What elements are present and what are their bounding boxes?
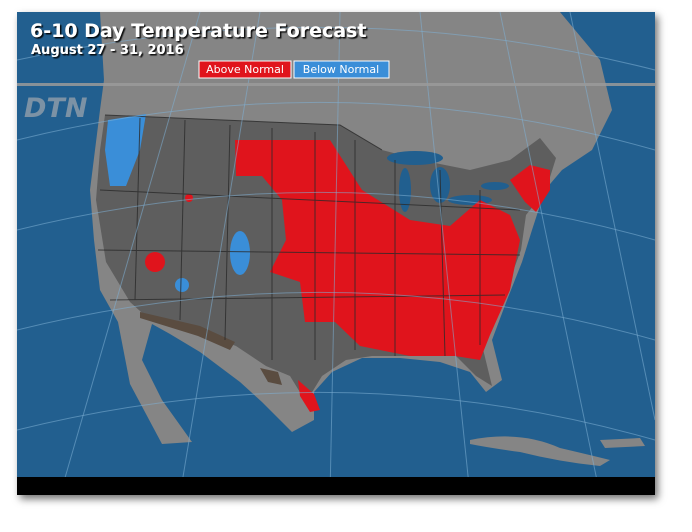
below-normal-region [175,278,189,292]
above-normal-region [235,140,520,360]
borders [97,114,521,360]
footer-bar [17,477,655,495]
above-normal-region [185,194,193,202]
great-lakes [387,151,509,212]
legend-swatch [198,60,292,79]
subtitle: August 27 - 31, 2016 [31,43,184,58]
logo: DTN [24,93,88,124]
legend-swatch [293,60,390,79]
above-normal-region [298,380,320,412]
header-band [17,83,655,86]
map: DTN [17,12,655,495]
legend-label: Below Normal [303,63,379,76]
below-normal-regions [105,114,250,292]
below-normal-region [230,231,250,275]
terrain [140,312,282,385]
title: 6-10 Day Temperature Forecast [30,20,366,42]
above-normal-region [510,165,550,212]
above-normal-region [145,252,165,272]
below-normal-region [105,114,146,186]
graticule [17,12,655,495]
legend: Above Normal Below Normal [198,60,390,79]
land [470,436,645,466]
legend-label: Above Normal [206,63,284,76]
